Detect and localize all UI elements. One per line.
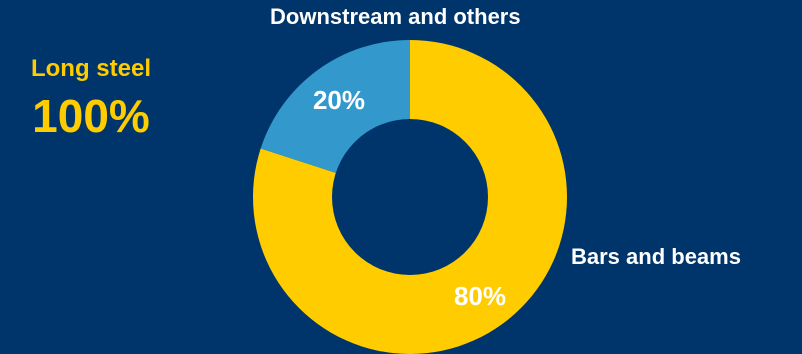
slice-label-bars-and-beams: 80% — [454, 281, 506, 311]
category-label-downstream-and-others: Downstream and others — [270, 4, 521, 29]
segment-total-value: 100% — [32, 90, 150, 142]
category-label-bars-and-beams: Bars and beams — [571, 244, 741, 269]
donut-hole — [332, 119, 488, 275]
segment-title: Long steel — [30, 55, 151, 82]
slice-label-downstream-and-others: 20% — [313, 85, 365, 115]
